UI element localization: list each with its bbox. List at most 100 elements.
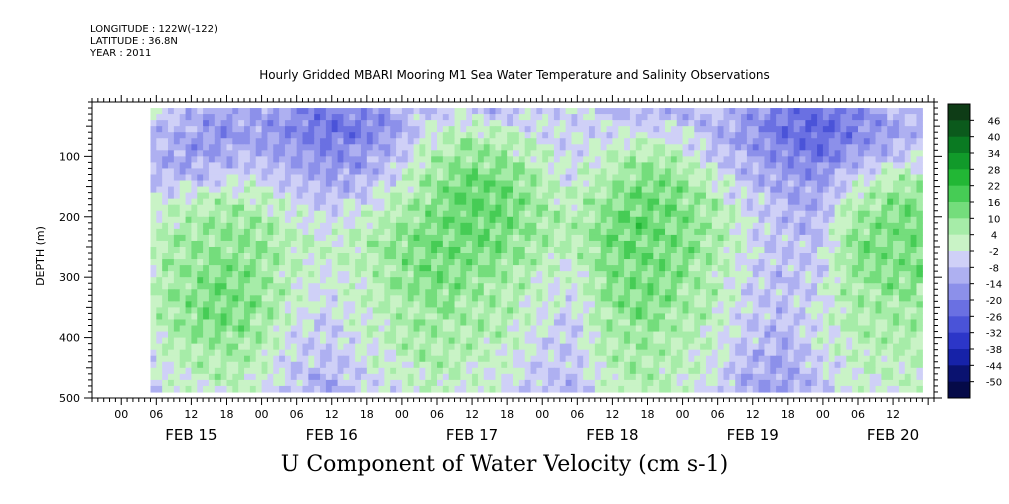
heatmap-cell xyxy=(320,271,327,278)
heatmap-cell xyxy=(173,192,181,200)
heatmap-cell xyxy=(828,192,836,200)
heatmap-cell xyxy=(635,319,643,327)
heatmap-cell xyxy=(477,162,485,170)
heatmap-cell xyxy=(396,126,403,133)
heatmap-cell xyxy=(869,265,877,272)
heatmap-cell xyxy=(203,289,210,296)
heatmap-cell xyxy=(489,283,497,290)
heatmap-cell xyxy=(840,162,847,170)
heatmap-cell xyxy=(384,132,391,139)
heatmap-cell xyxy=(524,240,532,248)
heatmap-cell xyxy=(752,289,760,296)
heatmap-cell xyxy=(817,132,824,139)
heatmap-cell xyxy=(840,168,847,176)
heatmap-cell xyxy=(325,253,333,260)
heatmap-cell xyxy=(799,120,806,127)
heatmap-cell xyxy=(653,240,660,248)
heatmap-cell xyxy=(752,150,760,157)
heatmap-cell xyxy=(191,271,198,278)
heatmap-cell xyxy=(834,228,842,236)
heatmap-cell xyxy=(612,295,619,302)
heatmap-cell xyxy=(290,108,298,115)
heatmap-cell xyxy=(840,198,847,206)
heatmap-cell xyxy=(717,271,725,278)
heatmap-cell xyxy=(185,283,193,290)
heatmap-cell xyxy=(571,259,578,266)
heatmap-cell xyxy=(840,295,847,302)
heatmap-cell xyxy=(220,108,228,115)
heatmap-cell xyxy=(483,180,491,188)
heatmap-cell xyxy=(425,180,432,188)
heatmap-cell xyxy=(454,289,461,296)
heatmap-cell xyxy=(325,259,333,266)
heatmap-cell xyxy=(629,150,637,157)
heatmap-cell xyxy=(764,186,771,194)
heatmap-cell xyxy=(799,132,806,139)
heatmap-cell xyxy=(290,144,298,151)
heatmap-cell xyxy=(524,150,532,157)
heatmap-cell xyxy=(238,265,245,272)
heatmap-cell xyxy=(384,120,391,127)
heatmap-cell xyxy=(577,271,584,278)
heatmap-cell xyxy=(401,174,409,182)
heatmap-cell xyxy=(758,259,766,266)
heatmap-cell xyxy=(793,138,801,145)
heatmap-cell xyxy=(565,295,573,302)
heatmap-cell xyxy=(542,313,549,321)
heatmap-cell xyxy=(705,132,713,139)
heatmap-cell xyxy=(378,295,385,302)
heatmap-cell xyxy=(624,180,631,188)
heatmap-cell xyxy=(559,138,567,145)
heatmap-cell xyxy=(624,301,631,308)
heatmap-cell xyxy=(776,156,783,164)
heatmap-cell xyxy=(770,198,777,206)
heatmap-cell xyxy=(156,132,163,139)
heatmap-cell xyxy=(875,180,882,188)
heatmap-cell xyxy=(208,295,216,302)
heatmap-cell xyxy=(366,313,374,321)
heatmap-cell xyxy=(694,228,701,236)
heatmap-cell xyxy=(618,228,625,236)
heatmap-cell xyxy=(320,228,327,236)
heatmap-cell xyxy=(565,138,573,145)
heatmap-cell xyxy=(261,162,269,170)
heatmap-cell xyxy=(776,168,783,176)
heatmap-cell xyxy=(466,265,473,272)
heatmap-cell xyxy=(419,228,426,236)
heatmap-cell xyxy=(442,120,450,127)
heatmap-cell xyxy=(518,180,526,188)
heatmap-cell xyxy=(635,301,643,308)
heatmap-cell xyxy=(852,138,859,145)
heatmap-cell xyxy=(390,108,397,115)
heatmap-cell xyxy=(589,246,596,254)
heatmap-cell xyxy=(857,168,865,176)
heatmap-cell xyxy=(589,265,596,272)
heatmap-cell xyxy=(518,192,526,200)
heatmap-cell xyxy=(875,156,882,164)
heatmap-cell xyxy=(670,234,678,242)
heatmap-cell xyxy=(290,210,298,218)
heatmap-cell xyxy=(700,198,707,206)
heatmap-cell xyxy=(261,108,269,115)
heatmap-cell xyxy=(805,204,812,212)
heatmap-cell xyxy=(173,210,181,218)
heatmap-cell xyxy=(787,331,795,339)
heatmap-cell xyxy=(419,240,426,248)
heatmap-cell xyxy=(682,228,690,236)
heatmap-cell xyxy=(390,150,397,157)
heatmap-cell xyxy=(273,144,280,151)
heatmap-cell xyxy=(261,180,269,188)
heatmap-cell xyxy=(513,301,520,308)
heatmap-cell xyxy=(267,222,274,230)
heatmap-cell xyxy=(396,138,403,145)
heatmap-cell xyxy=(366,162,374,170)
heatmap-cell xyxy=(770,307,777,315)
heatmap-cell xyxy=(244,162,251,170)
heatmap-cell xyxy=(746,253,754,260)
heatmap-cell xyxy=(436,126,444,133)
heatmap-cell xyxy=(501,126,508,133)
heatmap-cell xyxy=(495,313,502,321)
heatmap-cell xyxy=(378,180,385,188)
heatmap-cell xyxy=(717,265,725,272)
heatmap-cell xyxy=(565,246,573,254)
